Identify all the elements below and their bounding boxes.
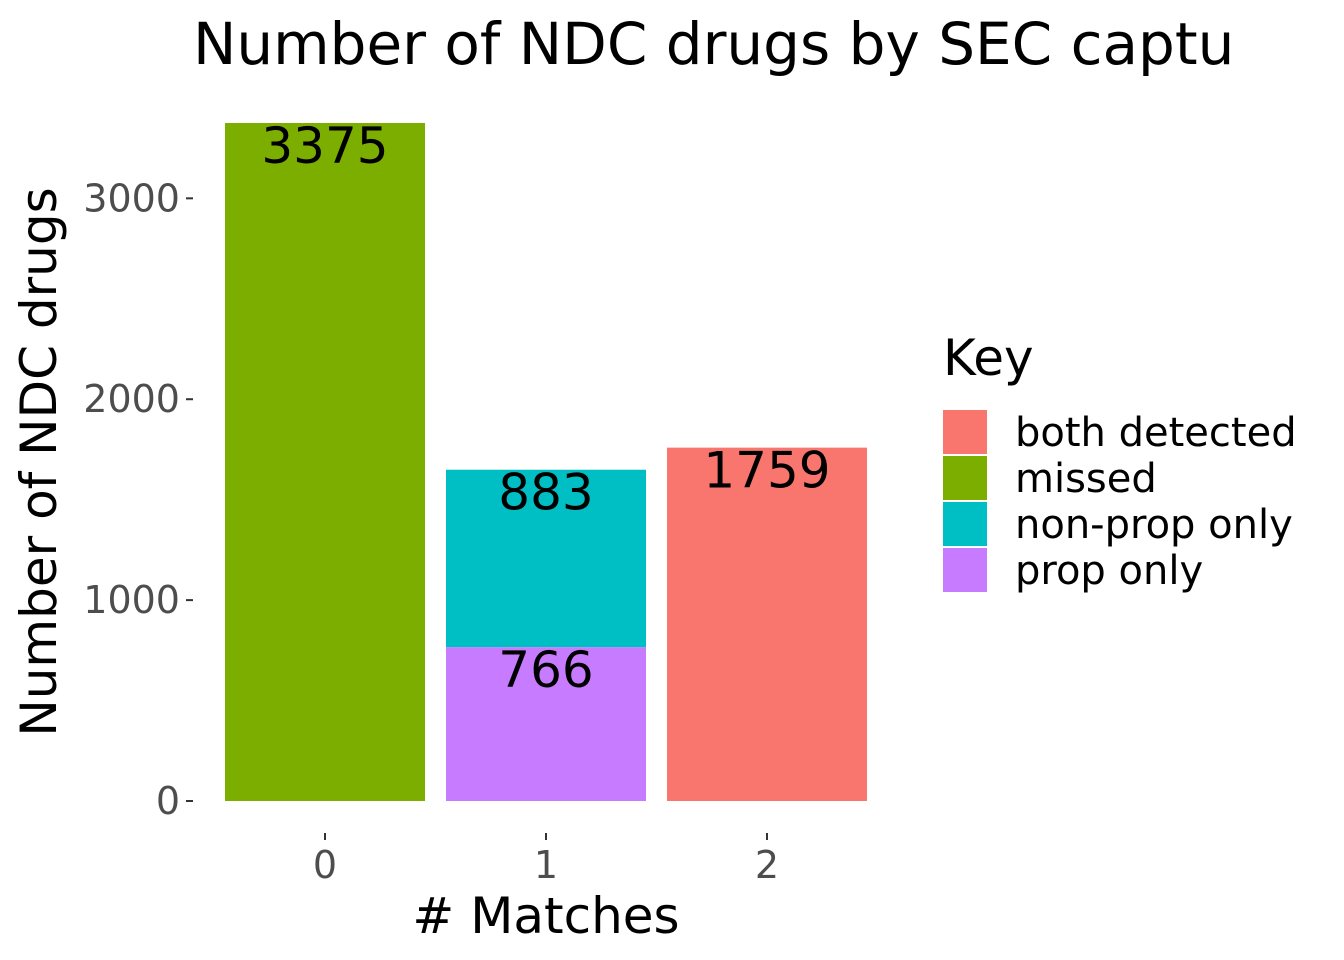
x-tick-label-1: 1 <box>534 843 558 887</box>
data-label-883: 883 <box>498 464 593 522</box>
data-label-1759: 1759 <box>703 442 830 500</box>
y-axis-title: Number of NDC drugs <box>10 187 68 736</box>
legend-label-missed: missed <box>1015 456 1157 502</box>
legend-label-both-detected: both detected <box>1015 410 1297 456</box>
y-tick-label-1000: 1000 <box>83 578 180 622</box>
x-tick-label-0: 0 <box>313 843 337 887</box>
data-label-766: 766 <box>498 641 593 699</box>
legend-title: Key <box>943 329 1034 387</box>
bar-1-non-prop-only <box>446 469 646 648</box>
bars <box>225 123 867 801</box>
legend-swatch-missed <box>943 456 987 500</box>
y-tick-label-0: 0 <box>156 779 180 823</box>
x-tick-label-2: 2 <box>755 843 779 887</box>
legend-label-prop-only: prop only <box>1015 548 1203 594</box>
bar-2-both-detected <box>667 447 867 801</box>
data-label-3375: 3375 <box>261 117 388 175</box>
y-tick-label-3000: 3000 <box>83 176 180 220</box>
y-axis: 0 1000 2000 3000 <box>83 176 193 823</box>
legend-label-non-prop-only: non-prop only <box>1015 502 1293 548</box>
legend-swatch-non-prop-only <box>943 502 987 546</box>
x-axis: 0 1 2 <box>313 833 779 887</box>
x-axis-title: # Matches <box>412 887 679 945</box>
y-tick-label-2000: 2000 <box>83 377 180 421</box>
legend-swatch-prop-only <box>943 548 987 592</box>
bar-0-missed <box>225 123 425 801</box>
legend-swatch-both-detected <box>943 410 987 454</box>
data-labels: 3375 883 766 1759 <box>261 117 830 699</box>
bar-1-prop-only <box>446 647 646 801</box>
chart-title: Number of NDC drugs by SEC captu <box>193 10 1234 78</box>
